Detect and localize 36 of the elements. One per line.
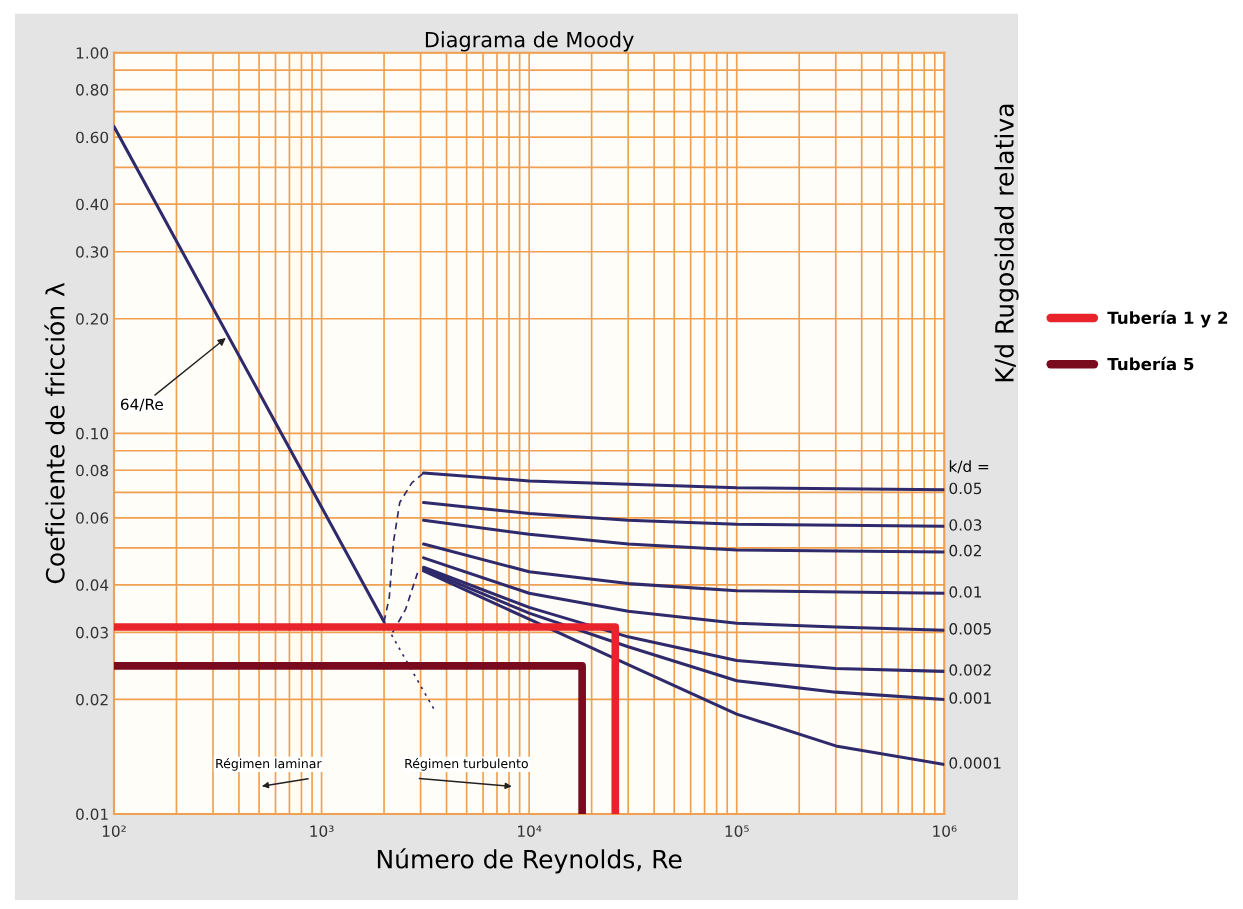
y-tick-label: 0.01	[76, 808, 108, 821]
series-label: 0.005	[949, 623, 991, 635]
series-label: 0.001	[949, 692, 991, 704]
y-tick-label: 0.60	[76, 131, 109, 144]
x-tick-label: 10⁴	[518, 825, 542, 837]
x-axis-title: Número de Reynolds, Re	[377, 848, 682, 874]
annotation: Régimen laminar	[216, 758, 322, 771]
y-tick-label: 0.06	[76, 512, 109, 524]
y-tick-label: 0.08	[76, 464, 109, 477]
x-tick-label: 10²	[102, 825, 126, 837]
y-tick-label: 0.20	[76, 313, 109, 325]
x-tick-label: 10⁶	[933, 825, 957, 837]
y2-axis-title: K/d Rugosidad relativa	[994, 104, 1019, 382]
series-label: 0.02	[949, 544, 981, 557]
series-label: 0.0001	[949, 757, 1001, 769]
y-tick-label: 0.04	[76, 579, 109, 591]
chart-title: Diagrama de Moody	[425, 31, 634, 52]
y-axis-title: Coeficiente de fricción λ	[44, 282, 65, 584]
x-tick-label: 10³	[310, 825, 334, 837]
series-label: 0.01	[949, 586, 982, 598]
y-tick-label: 0.80	[76, 84, 109, 96]
y-tick-label: 0.10	[76, 427, 109, 440]
series-label: 0.002	[949, 664, 991, 676]
y-tick-label: 0.40	[76, 198, 109, 211]
series-label: 0.05	[949, 482, 982, 495]
legend-label: Tubería 1 y 2	[1107, 310, 1228, 328]
annotation: Régimen turbulento	[405, 758, 528, 771]
series-label: 0.03	[949, 519, 982, 531]
annotation: 64/Re	[120, 398, 163, 412]
legend-label: Tubería 5	[1107, 356, 1194, 371]
y-tick-label: 0.03	[76, 626, 108, 639]
text: k/d =	[949, 460, 989, 474]
y-tick-label: 1.00	[76, 47, 109, 59]
x-tick-label: 10⁵	[725, 825, 749, 837]
y-tick-label: 0.30	[76, 246, 109, 258]
y-tick-label: 0.02	[76, 693, 108, 706]
